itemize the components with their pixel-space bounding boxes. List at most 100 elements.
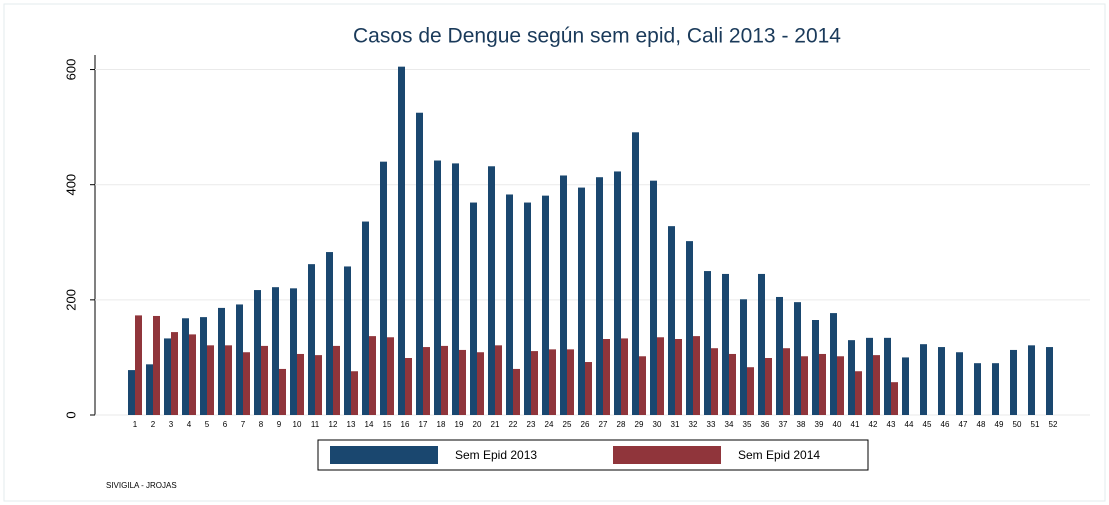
bar (225, 345, 232, 415)
x-tick-label: 12 (329, 420, 338, 429)
bar (812, 320, 819, 415)
bar (153, 315, 160, 415)
x-tick-label: 14 (365, 420, 374, 429)
x-tick-label: 28 (617, 420, 626, 429)
bar (675, 339, 682, 415)
x-tick-label: 21 (491, 420, 500, 429)
bar (290, 288, 297, 415)
bar (884, 337, 891, 415)
bar (441, 345, 448, 415)
x-tick-label: 45 (923, 420, 932, 429)
bar (182, 318, 189, 415)
x-tick-label: 18 (437, 420, 446, 429)
x-tick-label: 4 (187, 420, 192, 429)
bar (261, 345, 268, 415)
bar (416, 112, 423, 416)
x-tick-label: 25 (563, 420, 572, 429)
bar (578, 187, 585, 415)
bar (891, 382, 898, 415)
bar (585, 362, 592, 415)
x-tick-label: 38 (797, 420, 806, 429)
bar (711, 348, 718, 415)
bar (254, 290, 261, 415)
bar (783, 348, 790, 415)
bar (189, 334, 196, 415)
x-tick-label: 39 (815, 420, 824, 429)
bar (801, 356, 808, 415)
bar (171, 332, 178, 415)
x-tick-label: 32 (689, 420, 698, 429)
bar (164, 338, 171, 415)
x-tick-label: 48 (977, 420, 986, 429)
bar (315, 355, 322, 415)
bar (873, 355, 880, 415)
bar (477, 352, 484, 415)
bar (344, 266, 351, 415)
x-tick-label: 8 (259, 420, 264, 429)
bar (405, 358, 412, 415)
bar (956, 352, 963, 415)
x-tick-label: 19 (455, 420, 464, 429)
bar (236, 304, 243, 415)
bar (729, 353, 736, 415)
bar (902, 357, 909, 415)
bar (747, 367, 754, 415)
x-tick-label: 16 (401, 420, 410, 429)
bar (200, 317, 207, 415)
bar (567, 349, 574, 415)
x-tick-label: 11 (311, 420, 320, 429)
bar (740, 299, 747, 415)
x-tick-label: 27 (599, 420, 608, 429)
legend-swatch (330, 446, 438, 464)
x-tick-label: 49 (995, 420, 1004, 429)
x-tick-label: 46 (941, 420, 950, 429)
bar (621, 338, 628, 415)
x-tick-label: 10 (293, 420, 302, 429)
chart-title: Casos de Dengue según sem epid, Cali 201… (353, 25, 841, 48)
y-tick-label: 600 (63, 59, 78, 81)
bar (488, 166, 495, 415)
bar (855, 371, 862, 415)
bar (531, 351, 538, 415)
x-tick-label: 2 (151, 420, 156, 429)
bar (207, 345, 214, 415)
x-tick-label: 50 (1013, 420, 1022, 429)
bar (776, 296, 783, 415)
bar (639, 356, 646, 415)
x-tick-label: 1 (133, 420, 138, 429)
bar (146, 364, 153, 415)
frame (3, 3, 1106, 502)
bar (837, 356, 844, 415)
x-tick-label: 31 (671, 420, 680, 429)
bar (560, 175, 567, 415)
bar (380, 161, 387, 415)
y-tick-label: 200 (63, 289, 78, 311)
bar (506, 194, 513, 415)
x-tick-label: 34 (725, 420, 734, 429)
y-tick-label: 400 (63, 174, 78, 196)
bar (387, 337, 394, 415)
x-tick-label: 24 (545, 420, 554, 429)
x-tick-label: 44 (905, 420, 914, 429)
bar (423, 347, 430, 415)
x-tick-label: 7 (241, 420, 246, 429)
bar (819, 353, 826, 415)
bar (470, 202, 477, 415)
bar (369, 336, 376, 415)
x-tick-label: 6 (223, 420, 228, 429)
bar (758, 273, 765, 415)
bar (542, 195, 549, 415)
bar (603, 339, 610, 415)
x-tick-label: 26 (581, 420, 590, 429)
bar (549, 349, 556, 415)
bar (452, 163, 459, 415)
x-tick-label: 22 (509, 420, 518, 429)
bar (1046, 347, 1053, 415)
y-tick-label: 0 (63, 411, 78, 418)
x-tick-label: 51 (1031, 420, 1040, 429)
bar (668, 226, 675, 415)
x-tick-label: 47 (959, 420, 968, 429)
x-tick-label: 17 (419, 420, 428, 429)
